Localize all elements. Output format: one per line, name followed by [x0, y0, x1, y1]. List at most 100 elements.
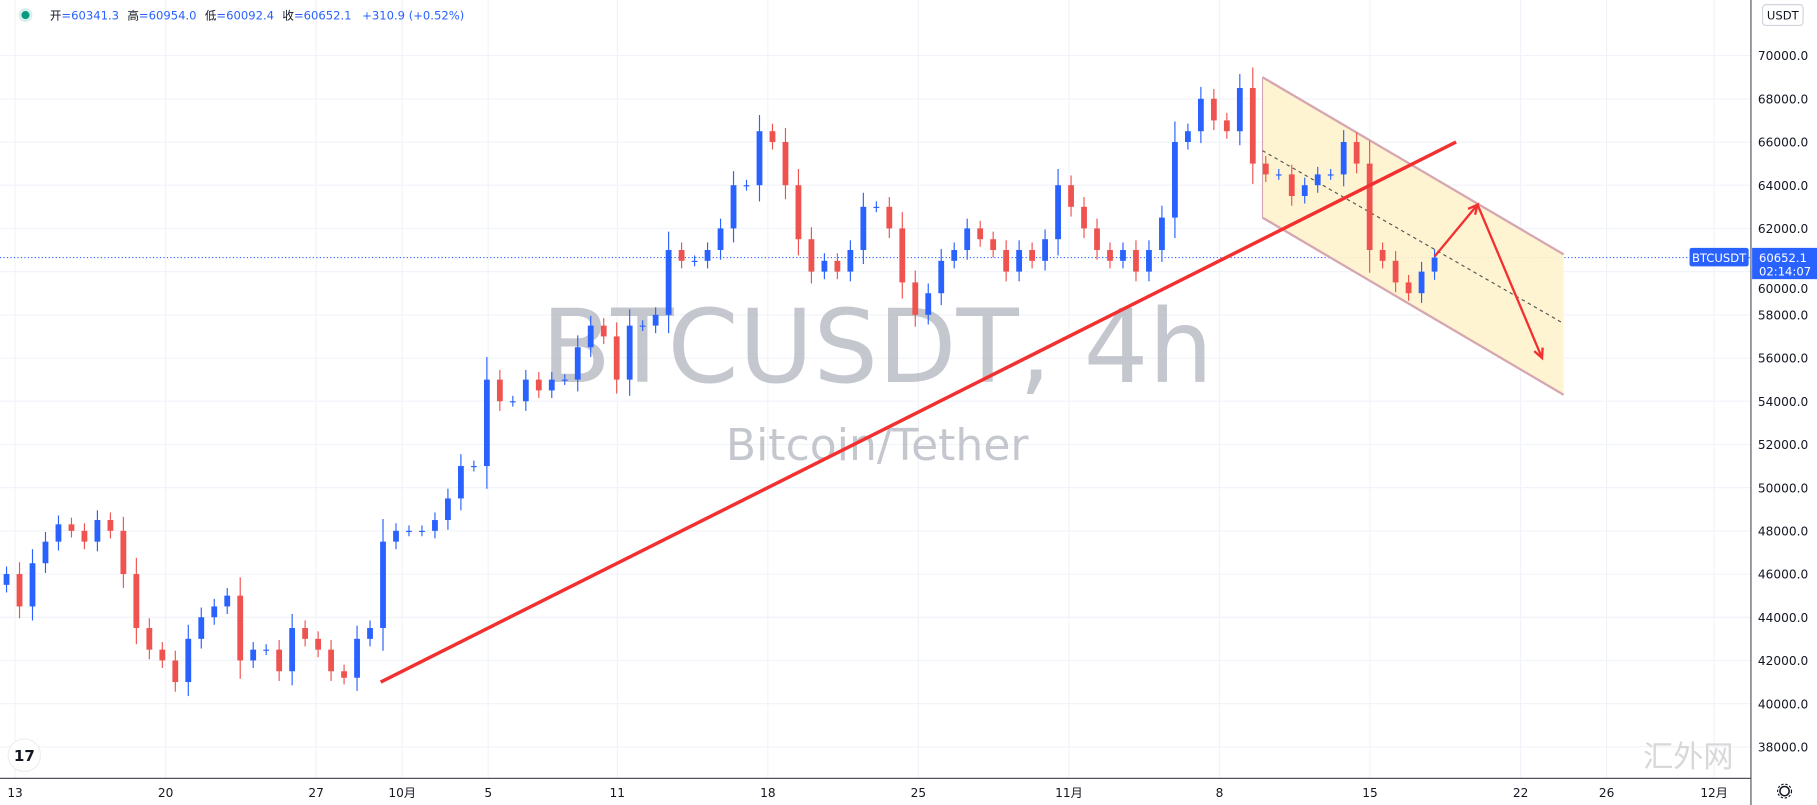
drawings[interactable]: [379, 140, 1544, 684]
candle-body: [717, 228, 724, 251]
candle: [535, 372, 542, 398]
ohlc-legend: 开=60341.3 高=60954.0 低=60092.4 收=60652.1 …: [18, 8, 464, 23]
last-price: 60652.1: [1759, 251, 1807, 265]
candle: [691, 255, 698, 267]
candle-body: [964, 228, 971, 251]
candle: [1133, 240, 1139, 282]
candle-body: [107, 520, 114, 531]
svg-text:17: 17: [14, 747, 35, 765]
candle-body: [198, 617, 205, 639]
candle-body: [211, 606, 218, 618]
candle: [1340, 130, 1347, 187]
candle: [146, 618, 153, 660]
candle-body: [1353, 142, 1360, 164]
candle-body: [821, 260, 828, 272]
candle-body: [1301, 185, 1308, 197]
site-watermark: 汇外网: [1643, 740, 1733, 775]
candle-body: [600, 325, 607, 337]
price-axis[interactable]: 38000.0 40000.0 42000.0 44000.0 46000.0 48000…: [1758, 49, 1808, 754]
candle-body: [587, 325, 594, 348]
candle-body: [1223, 120, 1230, 132]
candle-body: [3, 574, 10, 585]
time-axis[interactable]: 13 20 27 10月 5 11 18 25 11月 8 15 22 26 12月: [7, 786, 1728, 800]
candle-body: [133, 574, 140, 629]
tradingview-logo-icon[interactable]: 17: [7, 738, 42, 772]
time-tick-label: 15: [1362, 786, 1377, 800]
currency-button[interactable]: USDT: [1761, 4, 1804, 27]
price-tick-label: 70000.0: [1758, 49, 1808, 63]
candle: [1288, 164, 1295, 206]
candle: [574, 335, 581, 392]
candle: [276, 639, 283, 681]
candle: [458, 454, 464, 511]
price-tick-label: 62000.0: [1758, 222, 1808, 236]
candle: [315, 631, 322, 658]
candle-body: [1314, 174, 1321, 186]
candle: [730, 171, 737, 243]
candle-body: [380, 541, 386, 629]
candle: [769, 123, 776, 150]
candle: [704, 242, 711, 269]
candle: [237, 577, 244, 679]
time-tick-label: 13: [7, 786, 22, 800]
channel[interactable]: [1261, 76, 1565, 396]
candle: [717, 218, 724, 260]
candle: [899, 212, 906, 299]
candle: [743, 179, 750, 191]
candle: [613, 322, 620, 394]
candle-body: [1236, 87, 1243, 132]
candle-body: [977, 228, 984, 240]
candle-body: [1340, 142, 1347, 175]
candle: [847, 240, 854, 282]
time-tick-label: 20: [158, 786, 173, 800]
candle: [639, 320, 646, 332]
candle: [445, 488, 451, 530]
candle: [1392, 251, 1399, 293]
candle-body: [224, 595, 231, 607]
candle: [107, 512, 114, 539]
candle: [1003, 240, 1010, 282]
svg-text:USDT: USDT: [1767, 9, 1800, 23]
price-tick-label: 56000.0: [1758, 352, 1808, 366]
gear-icon[interactable]: [1777, 783, 1793, 799]
candle: [42, 531, 49, 573]
candle-body: [1042, 239, 1048, 261]
candle: [94, 510, 101, 552]
candle: [1120, 242, 1126, 269]
candle: [29, 549, 36, 621]
candle: [782, 127, 789, 200]
price-tick-label: 68000.0: [1758, 92, 1808, 106]
candle-body: [120, 530, 127, 575]
candle-body: [172, 660, 179, 683]
candle: [1016, 240, 1023, 282]
candle-body: [860, 206, 867, 251]
candle: [1431, 249, 1438, 280]
candle: [250, 642, 257, 669]
candle-body: [782, 142, 789, 186]
candle-body: [1210, 98, 1217, 121]
time-tick-label: 22: [1513, 786, 1528, 800]
candle: [120, 516, 127, 589]
candle-body: [548, 379, 555, 391]
candle-body: [639, 325, 646, 327]
watermark: BTCUSDT, 4h Bitcoin/Tether: [541, 288, 1213, 471]
candle: [821, 253, 828, 280]
candle-body: [185, 638, 192, 683]
candle-body: [1197, 98, 1204, 132]
candle-body: [68, 524, 75, 531]
svg-text:开=60341.3 高=60954.0: 开=60341.3 高=60954.0 低=60092.4 收=60652.1 …: [50, 9, 464, 23]
candle-body: [626, 325, 633, 380]
candle-body: [561, 379, 568, 381]
candle: [406, 525, 412, 537]
candle-body: [470, 466, 477, 468]
grid: [0, 0, 1751, 779]
candle: [211, 598, 218, 625]
candle-body: [483, 379, 490, 467]
candle-body: [1068, 185, 1074, 207]
candle: [354, 625, 360, 691]
candle: [652, 307, 659, 334]
candle-body: [613, 336, 620, 380]
candle: [81, 523, 88, 550]
candle: [159, 642, 166, 669]
